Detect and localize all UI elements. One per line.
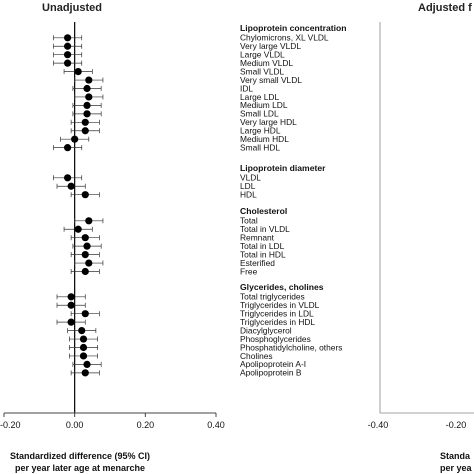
variable-label: Large LDL: [240, 92, 279, 102]
unadjusted-x-axis: -0.20 0.00 0.20 0.40: [0, 412, 225, 430]
adjusted-panel: Adjusted f -0.40 -0.20 Standa per yea: [368, 2, 474, 473]
variable-label: Very large VLDL: [240, 41, 301, 51]
variable-label: Total in VLDL: [240, 224, 290, 234]
point-estimate: [67, 318, 75, 326]
point-estimate: [81, 118, 89, 126]
point-estimate: [81, 369, 89, 377]
group-header: Lipoprotein diameter: [240, 163, 326, 173]
point-estimate: [81, 234, 89, 242]
point-estimate: [78, 327, 86, 335]
point-estimate: [79, 335, 88, 343]
variable-label: Medium VLDL: [240, 58, 293, 68]
variable-label: Esterified: [240, 258, 275, 268]
point-estimate: [85, 76, 93, 84]
variable-label: Very large HDL: [240, 117, 297, 127]
point-estimate: [67, 293, 75, 301]
point-estimate: [83, 84, 91, 93]
variable-label: LDL: [240, 181, 256, 191]
variable-label: Cholines: [240, 351, 273, 361]
variable-label: Remnant: [240, 233, 275, 243]
point-estimate: [64, 34, 72, 42]
variable-label: Total in HDL: [240, 249, 286, 259]
variable-label: Phosphatidylcholine, others: [240, 342, 342, 352]
point-estimate: [81, 191, 89, 199]
variable-label: Apolipoprotein B: [240, 368, 302, 378]
point-estimate: [64, 42, 72, 50]
adjusted-x-axis-title: Standa: [440, 451, 471, 461]
point-estimate: [81, 267, 89, 276]
point-estimate: [85, 93, 93, 101]
variable-label: VLDL: [240, 173, 261, 183]
point-estimate: [64, 174, 72, 182]
variable-label: Medium LDL: [240, 100, 288, 110]
variable-label: Chylomicrons, XL VLDL: [240, 33, 329, 43]
point-estimate: [79, 343, 88, 352]
variable-label: Phosphoglycerides: [240, 334, 311, 344]
x-tick-label: 0.20: [137, 420, 155, 430]
variable-label: Very small VLDL: [240, 75, 302, 85]
point-estimate: [67, 182, 75, 190]
variable-label: Small HDL: [240, 142, 280, 152]
variable-label: Large HDL: [240, 126, 281, 136]
adjusted-x-axis: -0.40 -0.20: [368, 22, 474, 430]
adjusted-x-tick-label: -0.20: [446, 420, 467, 430]
x-axis-subtitle: per year later age at menarche: [15, 463, 145, 473]
unadjusted-panel-title: Unadjusted: [42, 2, 102, 14]
variable-label: Medium HDL: [240, 134, 289, 144]
point-estimate: [67, 301, 75, 309]
point-estimate: [79, 352, 88, 360]
variable-label: Total: [240, 216, 258, 226]
x-axis-title: Standardized difference (95% CI): [10, 451, 150, 461]
x-tick-label: 0.40: [207, 420, 225, 430]
variable-label: Total in LDL: [240, 241, 285, 251]
group-header: Lipoprotein concentration: [240, 23, 346, 33]
variable-label: Free: [240, 266, 258, 276]
point-estimate: [74, 225, 82, 233]
point-estimate: [81, 127, 89, 135]
variable-label: Triglycerides in HDL: [240, 317, 315, 327]
point-estimate: [81, 310, 89, 318]
point-estimate: [83, 101, 91, 109]
adjusted-x-tick-label: -0.40: [368, 420, 389, 430]
point-estimate: [64, 144, 72, 152]
point-estimate: [83, 360, 91, 368]
variable-label: Apolipoprotein A-I: [240, 359, 306, 369]
point-estimate: [64, 59, 72, 67]
variable-label: Small LDL: [240, 109, 279, 119]
variable-label: Triglycerides in VLDL: [240, 300, 320, 310]
unadjusted-panel: Unadjusted Lipoprotein concentrationChyl…: [0, 2, 346, 473]
variable-label: Large VLDL: [240, 50, 285, 60]
x-tick-label: 0.00: [66, 420, 84, 430]
point-estimate: [64, 51, 72, 59]
variable-label: IDL: [240, 83, 253, 93]
point-estimate: [81, 251, 89, 259]
point-estimate: [71, 135, 79, 143]
point-estimate: [74, 68, 82, 76]
group-header: Glycerides, cholines: [240, 282, 324, 292]
unadjusted-estimates: [53, 34, 104, 377]
group-header: Cholesterol: [240, 206, 287, 216]
variable-label: Diacylglycerol: [240, 325, 292, 335]
variable-label: Total triglycerides: [240, 292, 305, 302]
variable-label: Small VLDL: [240, 66, 285, 76]
variable-label: HDL: [240, 190, 257, 200]
x-tick-label: -0.20: [0, 420, 21, 430]
point-estimate: [83, 242, 91, 250]
adjusted-panel-title: Adjusted f: [418, 2, 472, 14]
adjusted-x-axis-subtitle: per yea: [440, 463, 473, 473]
point-estimate: [85, 259, 93, 267]
variable-label: Triglycerides in LDL: [240, 309, 314, 319]
point-estimate: [85, 217, 93, 225]
point-estimate: [83, 110, 91, 118]
